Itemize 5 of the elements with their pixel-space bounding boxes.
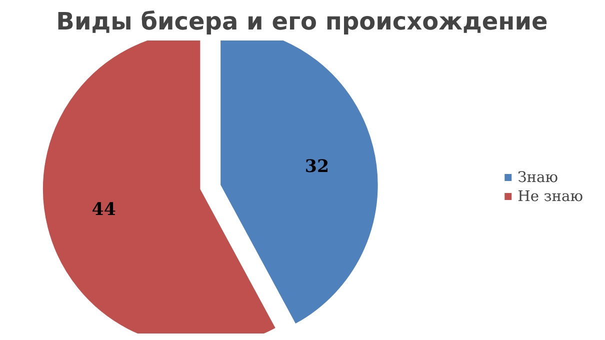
legend-label: Не знаю — [518, 188, 583, 204]
data-label: 44 — [92, 200, 116, 220]
chart-title: Виды бисера и его происхождение — [56, 8, 548, 36]
legend-label: Знаю — [518, 168, 558, 186]
data-label: 32 — [304, 156, 330, 177]
